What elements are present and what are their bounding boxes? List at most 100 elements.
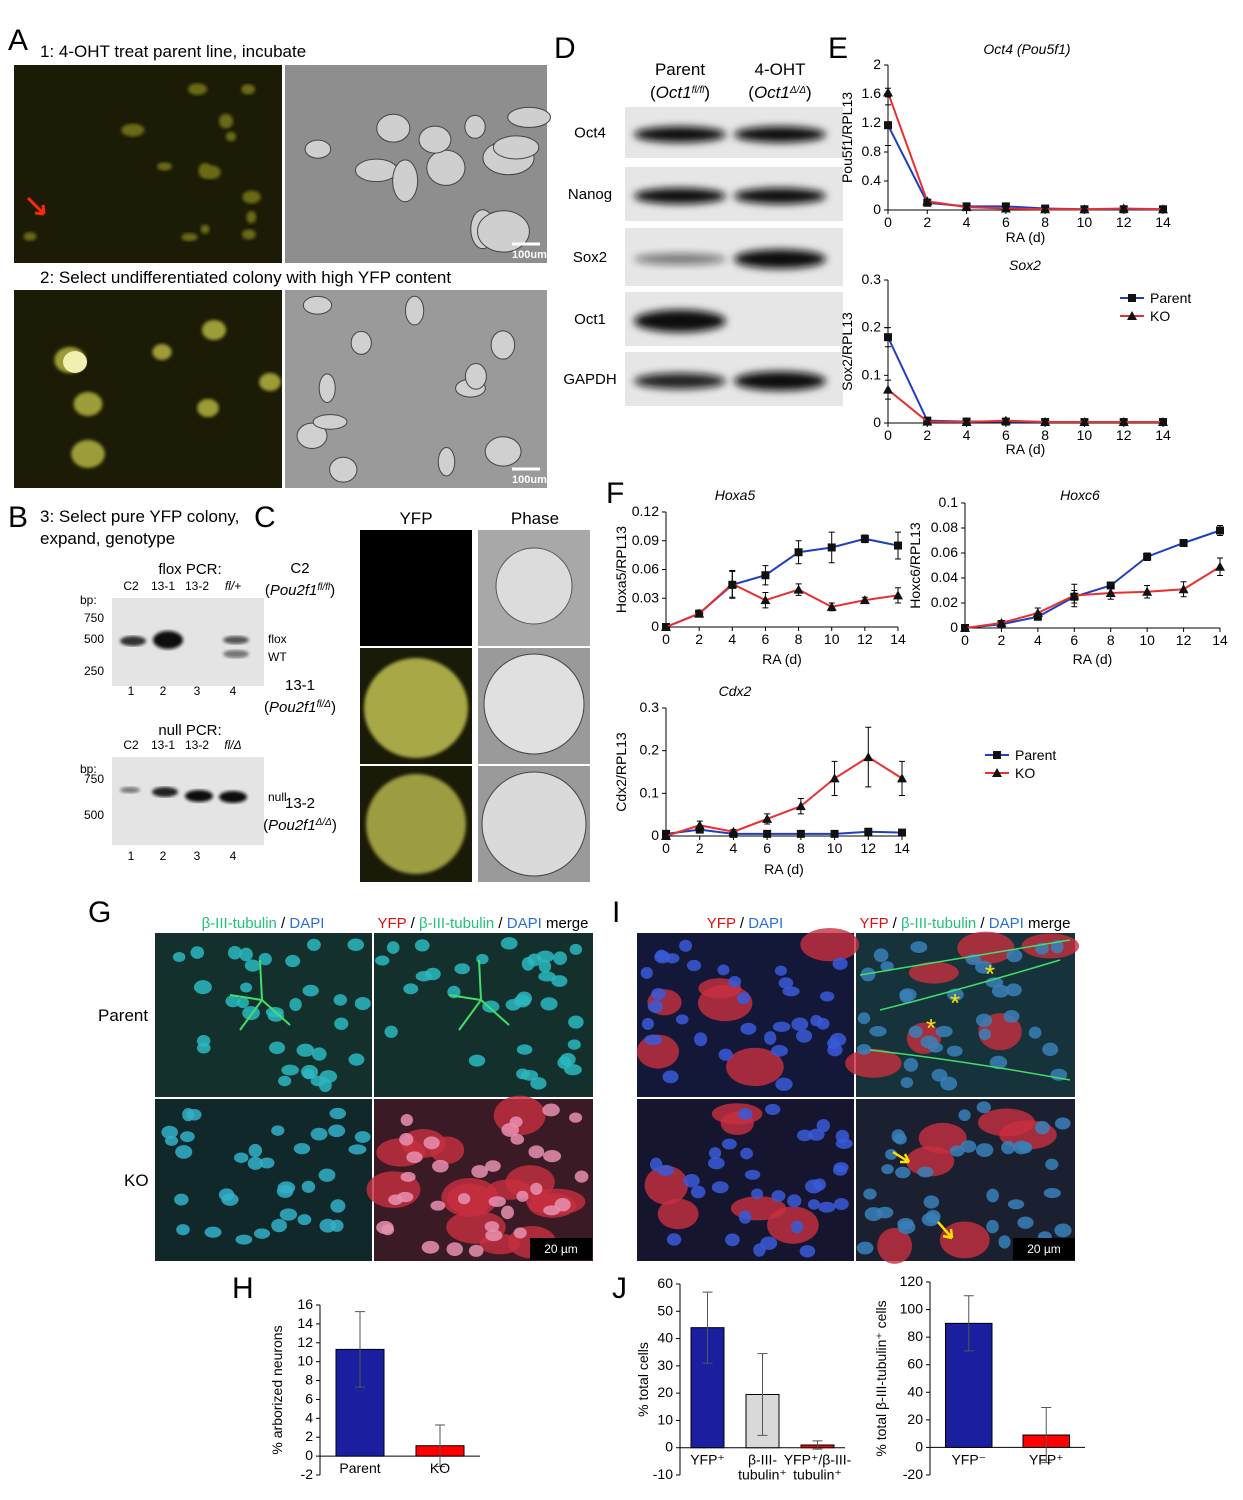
marker xyxy=(961,202,972,212)
nucleus xyxy=(300,1064,319,1079)
genotype-part: Oct1 xyxy=(656,83,692,102)
stain-part: YFP xyxy=(707,915,736,932)
nucleus xyxy=(400,1171,416,1182)
nucleus xyxy=(307,938,321,951)
nucleus xyxy=(829,1032,847,1047)
colony xyxy=(376,113,411,143)
nucleus xyxy=(740,1147,753,1160)
chart-title: Oct4 (Pou5f1) xyxy=(983,41,1070,57)
marker xyxy=(661,622,671,631)
x-tick-label: 12 xyxy=(860,840,876,856)
y-tick-label: 0.12 xyxy=(632,503,659,519)
nucleus xyxy=(900,1077,914,1089)
nucleus xyxy=(991,984,1010,998)
nucleus xyxy=(1007,1199,1025,1210)
error-bar xyxy=(963,1295,974,1352)
panel-letter: I xyxy=(612,896,620,929)
y-tick-label: 0.06 xyxy=(931,544,958,560)
nucleus xyxy=(856,1241,874,1255)
y-tick-label: 0.3 xyxy=(862,271,882,287)
genotype-part: Pou2f1 xyxy=(268,817,316,834)
nucleus xyxy=(860,967,876,982)
nucleus xyxy=(347,938,365,951)
nucleus xyxy=(554,1198,571,1212)
y-tick-label: 0 xyxy=(873,414,881,430)
nucleus xyxy=(683,1174,700,1188)
nucleus xyxy=(540,997,558,1011)
nucleus xyxy=(247,1156,264,1170)
genotype-part: Δ/Δ xyxy=(789,85,806,96)
genotype-part: Oct1 xyxy=(754,83,790,102)
nucleus xyxy=(400,1113,413,1127)
nucleus xyxy=(574,1170,589,1183)
arrow xyxy=(892,1150,954,1240)
nucleus xyxy=(329,1107,347,1120)
nucleus xyxy=(1054,1223,1072,1238)
nucleus xyxy=(1001,1140,1016,1155)
nucleus xyxy=(516,1044,533,1055)
gel-title: flox PCR: xyxy=(158,561,221,578)
colony xyxy=(507,106,552,128)
band xyxy=(634,373,726,389)
image-detail xyxy=(161,927,1080,1264)
nucleus xyxy=(172,951,186,963)
row-labels: C2(Pou2f1fl/fl)13-1(Pou2f1fl/Δ)13-2(Pou2… xyxy=(263,560,337,834)
marker xyxy=(760,595,771,605)
genotype-part: ( xyxy=(748,83,754,102)
y-tick-label: 0.1 xyxy=(939,494,959,510)
y-tick-label: 0.09 xyxy=(632,532,659,548)
x-tick-label: 2 xyxy=(923,214,931,230)
nucleus xyxy=(876,1206,894,1219)
x-tick-label: 6 xyxy=(1002,214,1010,230)
column-label: Phase xyxy=(511,509,559,528)
nucleus xyxy=(161,1125,178,1139)
marker-label: 500 xyxy=(84,808,104,822)
lane-number: 4 xyxy=(230,849,237,863)
scale-label: 20 µm xyxy=(1027,1242,1061,1256)
nucleus xyxy=(296,1043,315,1057)
clone-label: 13-1 xyxy=(285,677,315,694)
x-tick-label: β-III- xyxy=(748,1452,777,1468)
nucleus xyxy=(903,1057,919,1072)
marker xyxy=(694,820,705,830)
marker xyxy=(762,813,773,823)
nucleus xyxy=(975,1143,994,1157)
genotype-part: ( xyxy=(264,699,269,716)
colony xyxy=(477,210,530,253)
x-tick-label: 2 xyxy=(696,840,704,856)
y-tick-label: 0 xyxy=(305,1447,313,1463)
marker xyxy=(960,623,970,632)
x-tick-label: Parent xyxy=(339,1460,380,1476)
colony xyxy=(152,344,172,360)
colony xyxy=(302,295,333,315)
blot-label: Oct4 xyxy=(574,125,606,142)
x-tick-label: 12 xyxy=(857,631,873,647)
nucleus xyxy=(175,1145,193,1159)
x-tick-label: 4 xyxy=(963,214,971,230)
nucleus xyxy=(513,1227,527,1239)
marker xyxy=(897,773,907,783)
nucleus xyxy=(253,1228,271,1239)
nucleus xyxy=(330,1219,344,1232)
y-tick-label: 6 xyxy=(305,1390,313,1406)
lane-label: C2 xyxy=(123,579,139,593)
colony xyxy=(73,392,103,416)
genotype-part: ) xyxy=(332,817,337,834)
colony xyxy=(404,295,425,326)
nucleus xyxy=(820,991,835,1002)
lane-label: 13-2 xyxy=(185,579,209,593)
marker-label: 250 xyxy=(84,664,104,678)
y-tick-label: 1.6 xyxy=(862,85,882,101)
nucleus xyxy=(738,1210,752,1224)
nucleus xyxy=(310,1127,328,1141)
nucleus xyxy=(432,1159,449,1173)
nucleus xyxy=(895,1166,911,1179)
band xyxy=(734,249,826,269)
stain-part: / xyxy=(888,915,901,932)
band-label: flox xyxy=(268,632,287,646)
genotype: (Pou2f1fl/fl) xyxy=(265,582,335,600)
x-tick-label: 2 xyxy=(923,427,931,443)
cell-body xyxy=(908,961,959,984)
y-tick-label: 0 xyxy=(665,1439,673,1455)
nucleus xyxy=(923,1195,940,1209)
